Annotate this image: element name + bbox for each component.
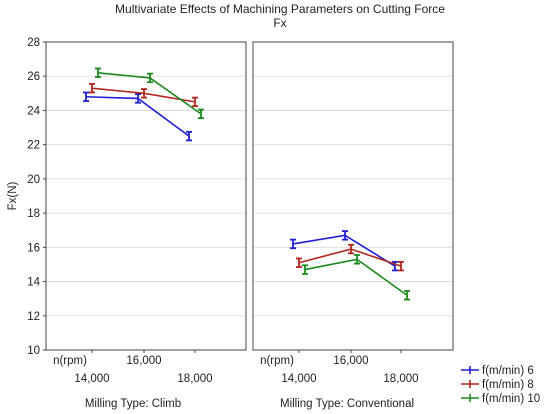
data-point <box>398 260 404 272</box>
data-point <box>198 108 204 120</box>
data-point <box>95 67 101 78</box>
panel-2: n(rpm) 16,000 14,000 18,000 Milling Type: Co… <box>252 41 454 410</box>
plot-area: 10 12 14 16 18 20 22 24 26 28 n(rpm) 16,000 14,000 18… <box>27 37 454 410</box>
chart-subtitle: Fx <box>273 16 286 30</box>
data-point <box>348 243 354 255</box>
x-tick-label: 16,000 <box>126 355 161 367</box>
y-tick-label: 20 <box>27 174 40 186</box>
x-tick-label: 18,000 <box>177 373 212 385</box>
data-point <box>342 230 348 241</box>
y-axis-label: Fx(N) <box>7 181 19 210</box>
data-point <box>302 264 308 275</box>
data-point <box>186 130 192 142</box>
legend: f(m/min) 6 f(m/min) 8 f(m/min) 10 <box>461 365 540 405</box>
series-line <box>298 248 402 267</box>
y-tick-label: 24 <box>27 105 40 117</box>
x-tick-label: 14,000 <box>281 373 316 385</box>
legend-label: f(m/min) 6 <box>482 365 534 377</box>
y-tick-label: 12 <box>27 311 40 323</box>
x-tick-label: 14,000 <box>74 373 109 385</box>
data-point <box>296 257 302 268</box>
data-point <box>404 290 410 301</box>
data-point <box>354 254 360 265</box>
data-point <box>147 72 153 84</box>
y-tick-label: 10 <box>27 345 40 357</box>
x-tick-label: 16,000 <box>333 355 368 367</box>
legend-label: f(m/min) 10 <box>482 393 540 405</box>
y-tick-label: 22 <box>27 140 40 152</box>
x-factor-label: n(rpm) <box>260 355 294 367</box>
data-point <box>141 88 147 99</box>
panel-label: Milling Type: Conventional <box>280 398 414 410</box>
data-point <box>192 96 198 108</box>
y-tick-label: 16 <box>27 242 40 254</box>
x-factor-label: n(rpm) <box>53 355 87 367</box>
legend-label: f(m/min) 8 <box>482 379 534 391</box>
panel-frame <box>252 41 454 351</box>
panel-1: 10 12 14 16 18 20 22 24 26 28 n(rpm) 16,000 14,000 18… <box>27 37 247 410</box>
data-point <box>135 93 141 104</box>
legend-item: f(m/min) 6 <box>461 365 534 377</box>
panel-frame <box>45 41 247 351</box>
legend-item: f(m/min) 8 <box>461 379 534 391</box>
legend-item: f(m/min) 10 <box>461 393 540 405</box>
y-tick-label: 28 <box>27 37 40 49</box>
y-tick-label: 14 <box>27 277 40 289</box>
data-point <box>290 238 296 250</box>
data-point <box>89 83 95 94</box>
chart-title: Multivariate Effects of Machining Parame… <box>115 2 445 16</box>
y-tick-label: 18 <box>27 208 40 220</box>
data-point <box>83 91 89 102</box>
x-tick-label: 18,000 <box>383 373 418 385</box>
y-tick-label: 26 <box>27 71 40 83</box>
panel-label: Milling Type: Climb <box>85 398 181 410</box>
